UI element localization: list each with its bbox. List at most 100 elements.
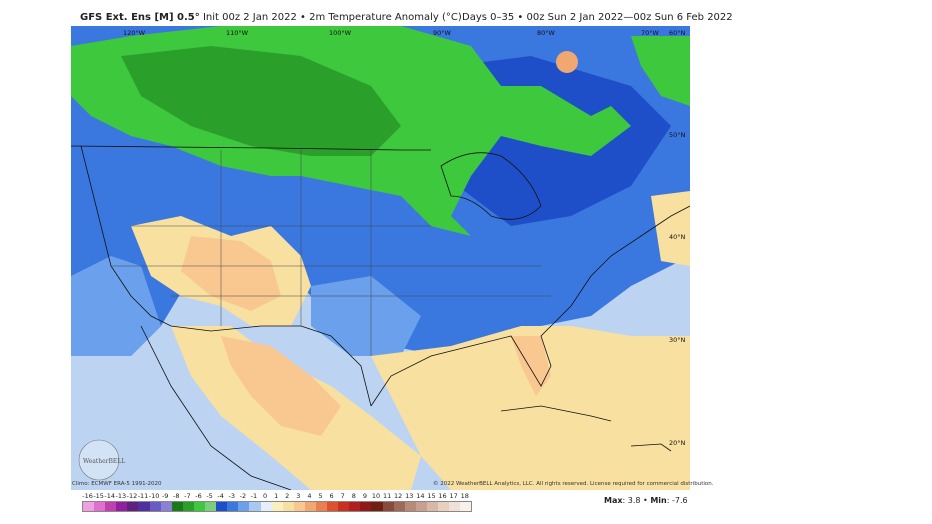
- model-name: GFS Ext. Ens [M] 0.5°: [80, 12, 200, 23]
- legend-tick: 10: [371, 492, 381, 500]
- legend-tick: -10: [148, 492, 160, 500]
- legend-tick: 11: [382, 492, 392, 500]
- legend-tick: 14: [416, 492, 425, 500]
- legend-swatch: [83, 502, 95, 511]
- legend-tick: 7: [340, 492, 345, 500]
- map-title: GFS Ext. Ens [M] 0.5° Init 00z 2 Jan 202…: [80, 12, 462, 23]
- pacific-cool-band: [71, 256, 161, 356]
- legend-swatch: [149, 502, 161, 511]
- max-value: 3.8: [627, 496, 641, 505]
- us-canada-border: [71, 145, 431, 151]
- lon-label: 90°W: [433, 29, 452, 37]
- legend-tick: -3: [228, 492, 235, 500]
- legend-swatch: [260, 502, 272, 511]
- legend-tick: 8: [351, 492, 356, 500]
- warm-core-florida: [511, 336, 551, 396]
- coldest-core: [121, 46, 401, 156]
- legend-swatch: [238, 502, 250, 511]
- legend-swatch: [382, 502, 394, 511]
- legend-tick: -7: [184, 492, 191, 500]
- legend-tick: 1: [274, 492, 279, 500]
- legend-tick: 2: [285, 492, 290, 500]
- legend-swatch: [127, 502, 139, 511]
- lat-label: 60°N: [669, 29, 686, 37]
- legend-swatch: [426, 502, 438, 511]
- gulf-and-east-coast: [370, 205, 690, 407]
- legend-swatch: [449, 502, 461, 511]
- legend-swatch: [138, 502, 150, 511]
- legend-tick: 13: [405, 492, 414, 500]
- legend-swatch: [271, 502, 283, 511]
- legend-swatch: [327, 502, 339, 511]
- legend-swatch: [282, 502, 294, 511]
- latitude-labels: 60°N 50°N 40°N 30°N 20°N: [669, 29, 686, 447]
- legend-tick: -16: [82, 492, 93, 500]
- legend-tick: -15: [93, 492, 104, 500]
- min-label: Min: [650, 496, 667, 505]
- legend-swatch: [160, 502, 172, 511]
- lat-label: 50°N: [669, 131, 686, 139]
- legend-tick: 18: [460, 492, 469, 500]
- warm-region-atlantic: [651, 191, 690, 266]
- legend-swatch: [227, 502, 239, 511]
- legend-tick: 5: [318, 492, 323, 500]
- lat-label: 40°N: [669, 233, 686, 241]
- legend-swatch: [205, 502, 217, 511]
- legend-tick: -11: [137, 492, 149, 500]
- weatherbell-logo: WeatherBELL: [78, 439, 125, 481]
- lon-label: 110°W: [226, 29, 249, 37]
- climo-note: Climo: ECMWF ERA-5 1991-2020: [72, 481, 162, 487]
- west-coast-and-border: [80, 145, 372, 407]
- copyright-note: © 2022 WeatherBELL Analytics, LLC. All r…: [433, 481, 714, 487]
- max-min-readout: Max: 3.8 • Min: -7.6: [604, 496, 688, 505]
- lon-label: 100°W: [329, 29, 352, 37]
- legend-tick: -2: [239, 492, 247, 500]
- cold-patch-northeast: [631, 36, 690, 106]
- legend-tick: -12: [126, 492, 138, 500]
- legend-tick: -9: [161, 492, 169, 500]
- max-label: Max: [604, 496, 623, 505]
- warm-spot-hudson: [556, 51, 578, 73]
- legend-ticks: -16 -15 -14 -13 -12 -11 -10 -9 -8 -7 -6 -5 -4 -3 -2 -1 0…: [82, 492, 470, 500]
- legend-tick: 16: [438, 492, 447, 500]
- lon-label: 70°W: [641, 29, 660, 37]
- legend-tick: 9: [362, 492, 367, 500]
- hispaniola-coast: [630, 443, 672, 452]
- legend-tick: 4: [307, 492, 312, 500]
- state-lines: [111, 150, 551, 356]
- legend-colorbar: [82, 501, 473, 512]
- legend-swatch: [371, 502, 383, 511]
- init-time: Init 00z 2 Jan 2022 • 2m Temperature Ano…: [202, 12, 462, 23]
- legend-swatch: [171, 502, 183, 511]
- legend-swatch: [360, 502, 372, 511]
- legend-tick: -8: [173, 492, 180, 500]
- legend-swatch: [415, 502, 427, 511]
- warm-core-southwest: [181, 236, 281, 311]
- legend-tick: -14: [104, 492, 116, 500]
- lat-label: 30°N: [669, 336, 686, 344]
- legend-swatch: [438, 502, 450, 511]
- legend-swatch: [105, 502, 117, 511]
- logo-globe: [78, 439, 120, 481]
- warm-core-mexico: [221, 336, 341, 436]
- cuba-coast: [500, 405, 612, 422]
- legend-tick: 17: [449, 492, 458, 500]
- lon-label: 80°W: [537, 29, 556, 37]
- lon-label: 120°W: [123, 29, 146, 37]
- legend-tick: 6: [329, 492, 334, 500]
- longitude-labels: 120°W 110°W 100°W 90°W 80°W 70°W: [123, 29, 660, 37]
- valid-range: Days 0–35 • 00z Sun 2 Jan 2022—00z Sun 6…: [462, 12, 733, 23]
- min-value: -7.6: [671, 496, 688, 505]
- legend-swatch: [349, 502, 361, 511]
- legend-tick: -6: [195, 492, 202, 500]
- legend-tick: -13: [115, 492, 127, 500]
- legend-tick: 15: [427, 492, 436, 500]
- legend-swatch: [94, 502, 106, 511]
- legend-swatch: [460, 502, 472, 511]
- legend-swatch: [116, 502, 128, 511]
- legend-swatch: [315, 502, 328, 511]
- legend-swatch: [304, 502, 316, 511]
- legend-swatch: [393, 502, 405, 511]
- legend-swatch: [182, 502, 194, 511]
- legend-tick: -1: [250, 492, 258, 500]
